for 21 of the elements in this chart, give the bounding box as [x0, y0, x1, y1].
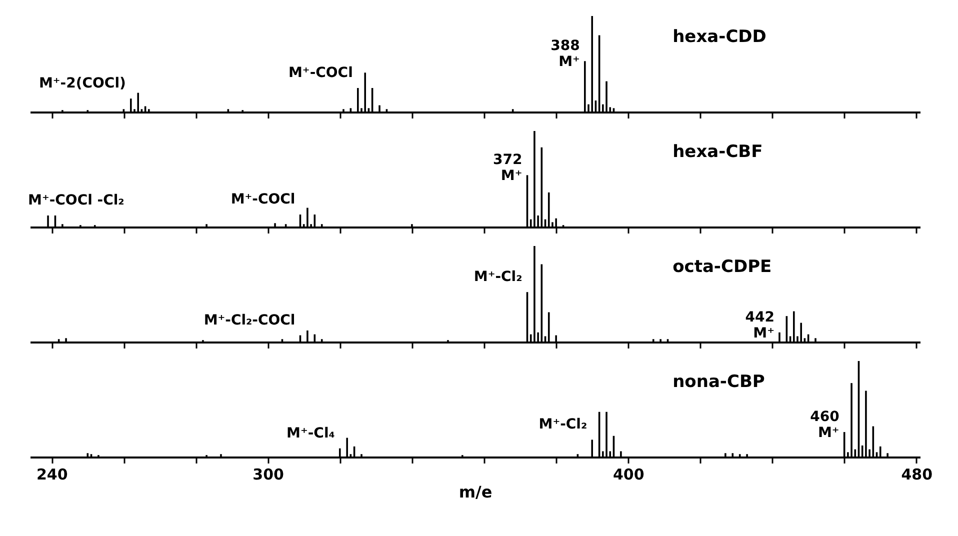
x-tick-label: 300: [252, 466, 284, 484]
x-tick-label: 400: [612, 466, 644, 484]
annotation: M⁺-Cl₂: [538, 416, 588, 433]
x-tick-label: 240: [36, 466, 68, 484]
text: octa-CDPE: [672, 257, 772, 278]
annotation: 388 M⁺: [550, 38, 580, 70]
x-tick-label: 480: [901, 466, 933, 484]
annotation: M⁺-2(COCl): [38, 76, 126, 92]
annotation: M⁺-Cl₂: [474, 269, 522, 286]
x-axis-title: m/e: [458, 482, 492, 502]
annotation: 442 M⁺: [745, 309, 774, 342]
text: hexa-CDD: [672, 27, 766, 48]
annotation: M⁺-COCl: [230, 192, 296, 208]
annotation: M⁺-Cl₂-COCl: [204, 312, 296, 328]
annotation: 460 M⁺: [810, 409, 840, 442]
annotation: M⁺-COCl -Cl₂: [28, 192, 124, 208]
annotation: 372 M⁺: [493, 152, 522, 184]
text: nona-CBP: [672, 372, 765, 392]
annotation: M⁺-Cl₄: [286, 425, 335, 442]
text: hexa-CBF: [672, 142, 763, 162]
annotation: M⁺-COCl: [288, 65, 353, 81]
